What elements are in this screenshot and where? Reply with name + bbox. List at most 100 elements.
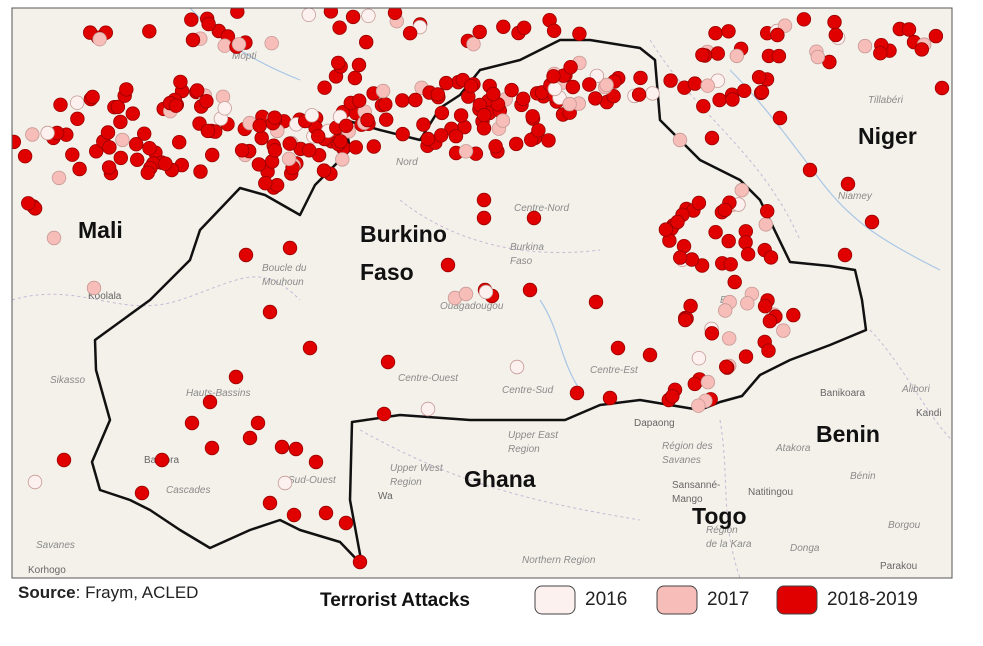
- attack-marker: [332, 20, 347, 35]
- place-label-line: Sud-Ouest: [288, 475, 337, 486]
- attack-marker: [495, 113, 511, 128]
- attack-marker: [496, 19, 511, 35]
- country-label-line: Benin: [816, 421, 880, 447]
- attack-marker: [282, 240, 298, 256]
- attack-marker: [72, 161, 87, 177]
- attack-marker: [347, 70, 363, 86]
- attack-marker: [338, 515, 354, 531]
- attack-marker: [85, 89, 100, 105]
- attack-marker: [761, 343, 776, 358]
- attack-marker: [541, 133, 556, 148]
- attack-marker: [254, 130, 269, 146]
- country-label-line: Ghana: [464, 466, 536, 492]
- place-label: Nord: [396, 157, 418, 168]
- place-label-line: Alibori: [901, 384, 931, 395]
- country-label-line: Burkino: [360, 221, 447, 247]
- place-label-line: Cascades: [166, 485, 210, 496]
- attack-marker: [115, 132, 130, 148]
- place-label: Savanes: [36, 540, 75, 551]
- attack-marker: [546, 23, 562, 39]
- attack-marker: [189, 83, 205, 98]
- attack-marker: [712, 92, 727, 108]
- place-label: Hauts-Bassins: [186, 388, 250, 399]
- attack-marker: [672, 132, 688, 148]
- attack-marker: [440, 257, 456, 273]
- attack-marker: [476, 121, 492, 136]
- attack-marker: [516, 91, 531, 107]
- place-label-line: Burkina: [510, 242, 544, 253]
- place-label: Dapaong: [634, 418, 675, 429]
- attack-marker: [476, 192, 492, 208]
- country-label-line: Faso: [360, 259, 414, 285]
- attack-marker: [173, 74, 188, 90]
- attack-marker: [827, 14, 842, 30]
- attack-marker: [687, 76, 703, 91]
- place-label-line: Region: [390, 477, 422, 488]
- attack-marker: [88, 144, 104, 159]
- attack-marker: [760, 203, 775, 219]
- country-label: Benin: [816, 421, 880, 447]
- place-label: Wa: [378, 491, 393, 502]
- attack-marker: [758, 217, 774, 232]
- attack-marker: [700, 78, 715, 93]
- attack-marker: [101, 160, 117, 175]
- attack-marker: [238, 247, 254, 263]
- attack-marker: [65, 147, 80, 162]
- attack-marker: [453, 108, 469, 123]
- attack-marker: [308, 454, 324, 470]
- place-label-line: Centre-Est: [590, 365, 639, 376]
- attack-marker: [416, 117, 431, 132]
- attack-marker: [572, 26, 587, 42]
- attack-marker: [478, 284, 494, 300]
- attack-marker: [380, 354, 396, 370]
- place-label: Cascades: [166, 485, 210, 496]
- attack-marker: [463, 78, 479, 94]
- attack-marker: [565, 79, 581, 95]
- country-label: Togo: [692, 503, 747, 529]
- map-frame: [11, 7, 953, 579]
- attack-marker: [708, 224, 723, 240]
- attack-marker: [525, 109, 540, 124]
- attack-marker: [129, 152, 145, 168]
- place-label: Centre-Nord: [514, 203, 569, 214]
- place-label: Borgou: [888, 520, 921, 531]
- attack-marker: [472, 24, 487, 40]
- attack-marker: [864, 214, 880, 230]
- attack-marker: [700, 374, 716, 390]
- attack-marker: [723, 257, 738, 272]
- attack-marker: [51, 170, 67, 186]
- attack-marker: [588, 91, 603, 106]
- place-label: Korhogo: [28, 565, 66, 576]
- place-label-line: Upper West: [390, 463, 444, 474]
- attack-marker: [286, 507, 302, 523]
- attack-marker: [488, 139, 503, 154]
- attack-marker: [569, 385, 585, 401]
- place-label-line: Upper East: [508, 430, 559, 441]
- attack-marker: [154, 452, 170, 468]
- attack-marker: [318, 505, 334, 521]
- attack-marker: [691, 351, 707, 366]
- place-label: Centre-Ouest: [398, 373, 459, 384]
- attack-marker: [168, 98, 184, 113]
- attack-marker: [317, 80, 332, 95]
- place-label-line: Savanes: [662, 455, 701, 466]
- place-label-line: Region: [508, 444, 540, 455]
- attack-marker: [375, 83, 391, 99]
- attack-marker: [269, 177, 285, 193]
- attack-marker: [339, 118, 354, 134]
- admin-boundaries: [12, 39, 952, 578]
- place-label-line: Hauts-Bassins: [186, 388, 250, 399]
- place-label-line: Sikasso: [50, 375, 85, 386]
- attack-marker: [771, 48, 787, 64]
- attack-marker: [142, 140, 157, 156]
- attack-marker: [673, 250, 688, 265]
- country-labels: Mali Burkino Faso Niger Benin Ghana Togo: [78, 123, 917, 529]
- attack-marker: [796, 12, 812, 27]
- country-label-line: Mali: [78, 217, 123, 243]
- attack-marker: [873, 46, 888, 61]
- country-label: Ghana: [464, 466, 536, 492]
- place-labels: Mopti Tillabéri Niamey Sikasso Boucle du Mouh…: [28, 51, 942, 576]
- attack-marker: [770, 27, 785, 43]
- attack-marker: [201, 16, 216, 32]
